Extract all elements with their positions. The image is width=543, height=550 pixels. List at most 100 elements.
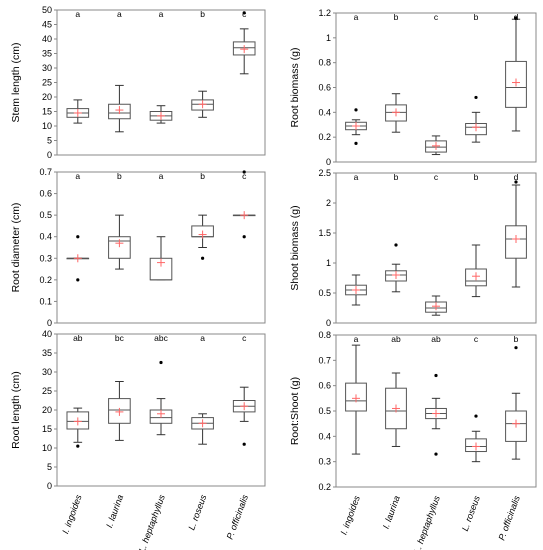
y-axis-label: Root length (cm): [10, 371, 22, 449]
y-tick-label: 20: [42, 92, 52, 102]
y-tick-label: 0: [47, 481, 52, 491]
significance-letter: b: [394, 12, 399, 22]
box-5: d: [505, 12, 527, 132]
outlier-point: [354, 141, 358, 145]
box-2: ab: [385, 334, 407, 447]
y-tick-label: 0.1: [39, 296, 52, 306]
significance-letter: b: [474, 172, 479, 182]
outlier-point: [242, 442, 246, 446]
y-tick-label: 0: [47, 150, 52, 160]
outlier-point: [354, 108, 358, 112]
significance-letter: b: [117, 171, 122, 181]
y-tick-label: 0.2: [318, 132, 331, 142]
chart-panel-1: 0 5 10 15 20 25 30 35 40 45 50 Stem length (cm) a a a b…: [10, 5, 266, 160]
y-tick-label: 10: [42, 443, 52, 453]
y-tick-label: 0.4: [39, 232, 52, 242]
y-tick-label: 25: [42, 78, 52, 88]
y-tick-label: 0.6: [318, 381, 331, 391]
box-5: d: [505, 172, 527, 288]
significance-letter: bc: [115, 333, 125, 343]
y-tick-label: 15: [42, 107, 52, 117]
y-tick-label: 0.7: [39, 167, 52, 177]
significance-letter: b: [514, 334, 519, 344]
y-tick-label: 0.8: [318, 330, 331, 340]
significance-letter: a: [159, 9, 164, 19]
outlier-point: [76, 444, 80, 448]
significance-letter: a: [354, 12, 359, 22]
box-3: ab: [425, 334, 447, 456]
y-axis-label: Stem length (cm): [10, 43, 22, 123]
box-1: a: [345, 334, 367, 455]
box-5: c: [232, 9, 256, 75]
category-label: L. roseus: [460, 494, 482, 533]
box-2: b: [108, 171, 131, 270]
y-tick-label: 50: [42, 5, 52, 15]
outlier-point: [474, 414, 478, 418]
significance-letter: ab: [431, 334, 441, 344]
plot-frame: [335, 172, 537, 324]
significance-letter: d: [514, 172, 519, 182]
chart-panel-3: 0 0.1 0.2 0.3 0.4 0.5 0.6 0.7 Root diameter (cm)…: [10, 167, 266, 328]
significance-letter: c: [434, 172, 439, 182]
y-axis-label: Root biomass (g): [289, 48, 301, 128]
y-tick-label: 0.5: [39, 210, 52, 220]
y-tick-label: 0: [47, 318, 52, 328]
box-2: a: [108, 9, 131, 133]
box-1: a: [66, 171, 90, 282]
box-5: c: [232, 333, 256, 446]
y-tick-label: 10: [42, 121, 52, 131]
box-1: a: [345, 12, 367, 145]
box-4: b: [465, 172, 487, 298]
y-tick-label: 45: [42, 20, 52, 30]
category-label: I. laurina: [381, 494, 402, 530]
y-tick-label: 20: [42, 405, 52, 415]
outlier-point: [474, 95, 478, 100]
chart-panel-2: 0 0.2 0.4 0.6 0.8 1 1.2 Root biomass (g) a b c b d: [289, 8, 537, 167]
y-tick-label: 40: [42, 329, 52, 339]
box-1: ab: [66, 333, 90, 448]
y-tick-label: 1: [326, 33, 331, 43]
box-4: c: [465, 334, 487, 463]
box-5: b: [505, 334, 527, 460]
y-tick-label: 0.2: [39, 275, 52, 285]
box-body: [108, 236, 131, 259]
significance-letter: b: [474, 12, 479, 22]
significance-letter: c: [242, 333, 247, 343]
box-3: a: [149, 9, 173, 124]
y-tick-label: 0.7: [318, 355, 331, 365]
outlier-point: [434, 452, 438, 456]
y-tick-label: 0.8: [318, 58, 331, 68]
significance-letter: c: [434, 12, 439, 22]
category-label: P. officinalis: [225, 493, 251, 541]
significance-letter: a: [75, 9, 80, 19]
significance-letter: a: [354, 172, 359, 182]
significance-letter: c: [242, 9, 247, 19]
box-5: c: [232, 170, 256, 239]
y-tick-label: 0.4: [318, 107, 331, 117]
category-label: I. ingoides: [338, 494, 362, 536]
y-tick-label: 1.2: [318, 8, 331, 18]
significance-letter: a: [354, 334, 359, 344]
y-tick-label: 1.5: [318, 228, 331, 238]
y-tick-label: 0: [326, 157, 331, 167]
category-label: P. officinalis: [496, 494, 522, 542]
significance-letter: c: [242, 171, 247, 181]
box-2: b: [385, 172, 407, 293]
outlier-point: [514, 346, 518, 350]
chart-panel-4: 0 0.5 1 1.5 2 2.5 Shoot biomass (g) a b c b d: [289, 168, 537, 328]
plot-frame: [56, 171, 266, 324]
box-2: bc: [108, 333, 131, 441]
y-tick-label: 30: [42, 63, 52, 73]
y-axis-label: Shoot biomass (g): [289, 205, 301, 290]
box-4: b: [191, 171, 214, 260]
box-1: a: [66, 9, 90, 124]
y-tick-label: 15: [42, 424, 52, 434]
category-label: I. ingoides: [60, 493, 84, 535]
y-tick-label: 5: [47, 462, 52, 472]
y-tick-label: 5: [47, 136, 52, 146]
significance-letter: ab: [391, 334, 401, 344]
y-tick-label: 0.5: [318, 288, 331, 298]
significance-letter: b: [394, 172, 399, 182]
box-4: b: [191, 9, 214, 118]
